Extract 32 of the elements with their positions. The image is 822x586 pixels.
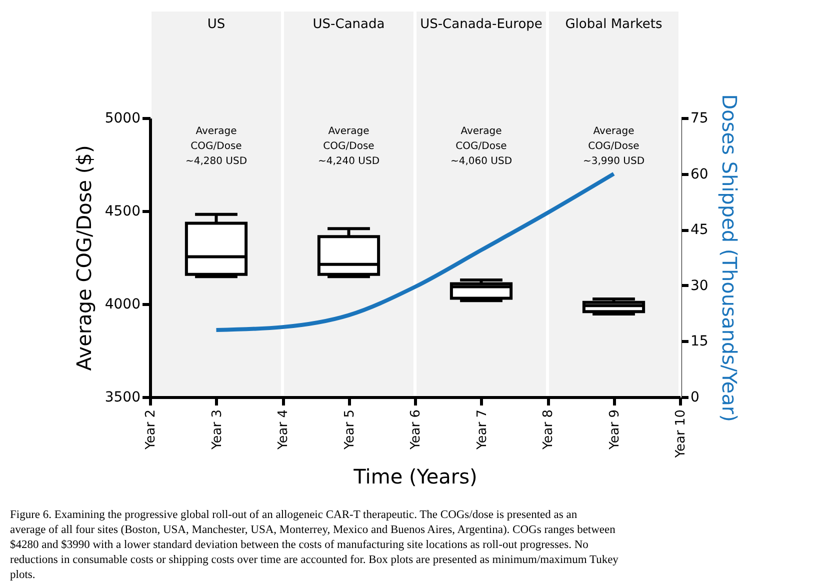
annotation: Average COG/Dose ~4,060 USD [450,126,512,167]
x-tick-label: Year 9 [607,410,622,450]
x-tick-label: Year 4 [276,410,291,450]
y2-tick-label: 0 [690,390,700,406]
y2-tick-label: 60 [690,166,708,182]
y2-axis-title: Doses Shipped (Thousands/Year) [717,94,742,422]
caption: Figure 6. Examining the progressive global roll-out of an allogeneic CAR-T therapeutic. The COGs/dose is presented as an average of all four sites (Boston, USA, Manchester, USA, Monterrey, Mexico and Buenos Aires, Argentina). COGs ranges between $4280 and $3990 with a lower standard deviation between the costs of manufacturing site locations as roll-out progresses. No reductions in consumable costs or shipping costs over time are accounted for. Box plots are presented as minimum/maximum Tukey plots. [10,509,619,581]
x-tick-label: Year 8 [541,410,556,450]
y-axis-title: Average COG/Dose ($) [72,145,96,371]
y-tick-label: 4000 [104,296,140,312]
x-tick-label: Year 6 [408,410,424,450]
annotation: Average COG/Dose ~4,240 USD [318,126,380,167]
y2-tick-label: 45 [690,222,708,238]
annotation: Average COG/Dose ~3,990 USD [582,126,645,167]
annotation: Average COG/Dose ~4,280 USD [185,126,248,167]
y-tick-label: 4500 [104,204,140,220]
band-label: US-Canada-Europe [420,17,542,32]
x-tick-label: Year 7 [474,410,490,450]
line-series [214,172,616,332]
y2-tick-label: 30 [690,278,708,294]
y-tick-label: 5000 [104,110,140,126]
band-label: Global Markets [565,17,663,32]
x-axis-title: Time (Years) [352,464,478,489]
y-tick-label: 3500 [104,390,140,406]
band-label: US [207,17,226,32]
y2-tick-label: 75 [690,110,708,126]
y2-tick-label: 15 [690,334,708,350]
x-tick-label: Year 3 [210,410,225,450]
x-tick-label: Year 5 [342,410,358,450]
x-tick-label: Year 10 [674,410,688,459]
x-tick-label: Year 2 [144,410,158,450]
band-label: US-Canada [312,17,385,32]
